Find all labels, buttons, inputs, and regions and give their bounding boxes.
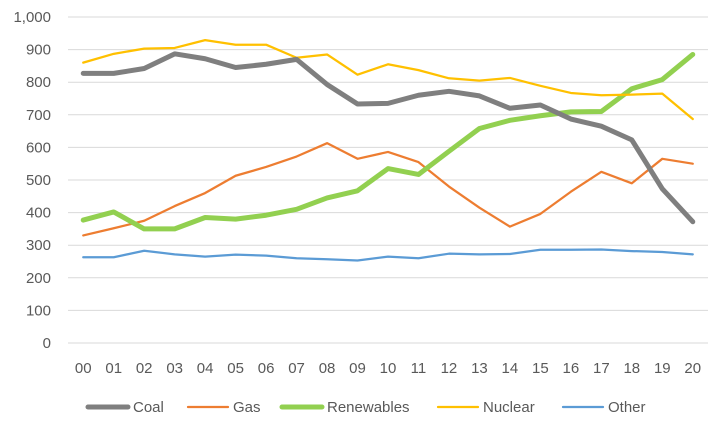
series-lines — [80, 39, 696, 262]
x-tick-label: 17 — [593, 360, 610, 377]
x-tick-label: 08 — [319, 360, 336, 377]
x-tick-label: 07 — [288, 360, 305, 377]
legend-label-gas: Gas — [233, 399, 261, 416]
series-line-other — [82, 248, 694, 262]
legend: Coal Gas Renewables Nuclear Other — [85, 399, 646, 416]
x-tick-label: 15 — [532, 360, 549, 377]
x-tick-label: 11 — [411, 360, 427, 377]
x-tick-label: 18 — [623, 360, 640, 377]
x-tick-label: 01 — [105, 360, 122, 377]
legend-label-coal: Coal — [133, 399, 164, 416]
y-tick-label: 600 — [26, 139, 51, 156]
y-tick-label: 900 — [26, 42, 51, 59]
y-axis-tick-labels: 0 100 200 300 400 500 600 700 800 900 1,000 — [13, 9, 51, 352]
y-tick-label: 400 — [26, 205, 51, 222]
legend-label-other: Other — [608, 399, 646, 416]
x-tick-label: 16 — [563, 360, 580, 377]
x-tick-label: 00 — [75, 360, 92, 377]
x-tick-label: 14 — [502, 360, 519, 377]
legend-label-nuclear: Nuclear — [483, 399, 535, 416]
y-tick-label: 1,000 — [13, 9, 51, 26]
y-tick-label: 200 — [26, 270, 51, 287]
y-tick-label: 500 — [26, 172, 51, 189]
series-line-renewables — [80, 51, 696, 232]
x-tick-label: 06 — [258, 360, 275, 377]
x-tick-label: 09 — [349, 360, 366, 377]
gridlines — [68, 16, 708, 344]
x-tick-label: 10 — [380, 360, 397, 377]
y-tick-label: 100 — [26, 302, 51, 319]
x-axis-tick-labels: 00 01 02 03 04 05 06 07 08 09 10 11 12 13 14 15 16 17 18 19… — [75, 360, 701, 377]
y-tick-label: 0 — [43, 335, 51, 352]
x-tick-label: 02 — [136, 360, 153, 377]
series-line-coal — [80, 51, 696, 225]
legend-label-renewables: Renewables — [327, 399, 410, 416]
x-tick-label: 13 — [471, 360, 488, 377]
series-line-gas — [82, 142, 694, 237]
x-tick-label: 19 — [654, 360, 671, 377]
y-tick-label: 800 — [26, 74, 51, 91]
x-tick-label: 20 — [684, 360, 701, 377]
x-tick-label: 04 — [197, 360, 214, 377]
x-tick-label: 12 — [441, 360, 458, 377]
series-line-nuclear — [82, 39, 694, 121]
y-tick-label: 300 — [26, 237, 51, 254]
x-tick-label: 05 — [227, 360, 244, 377]
x-tick-label: 03 — [166, 360, 183, 377]
y-tick-label: 700 — [26, 107, 51, 124]
